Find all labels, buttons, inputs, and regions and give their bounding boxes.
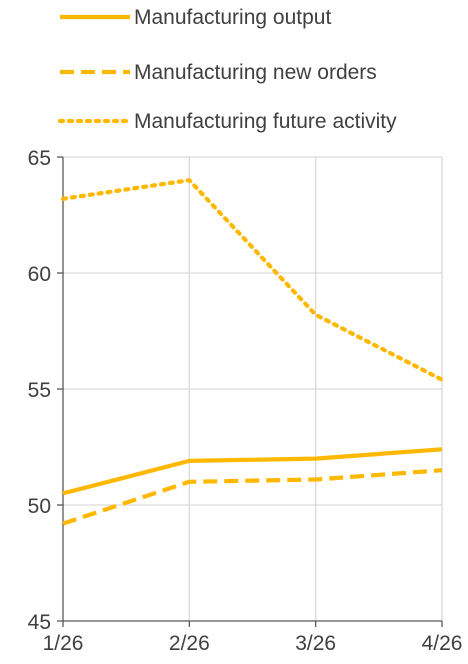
legend-label: Manufacturing output <box>134 6 331 29</box>
axes <box>57 156 443 627</box>
series-line-solid <box>62 447 443 496</box>
y-tick-label: 60 <box>28 263 51 286</box>
series-line-dashed <box>62 468 443 526</box>
tick-labels: 45 50 55 60 65 1/26 2/26 3/26 4/26 <box>28 147 463 655</box>
x-tick-label: 4/26 <box>422 632 463 655</box>
x-tick-label: 1/26 <box>43 632 84 655</box>
y-tick-label: 50 <box>28 495 51 518</box>
legend-label: Manufacturing new orders <box>134 61 377 84</box>
series-lines <box>60 178 445 526</box>
y-tick-label: 45 <box>28 611 51 634</box>
legend-label: Manufacturing future activity <box>134 110 397 133</box>
y-tick-label: 55 <box>28 379 51 402</box>
gridlines <box>63 156 443 621</box>
legend: Manufacturing output Manufacturing new or… <box>57 6 397 133</box>
series-line-dotted <box>60 178 445 382</box>
x-tick-label: 3/26 <box>295 632 336 655</box>
y-tick-label: 65 <box>28 147 51 170</box>
x-tick-label: 2/26 <box>169 632 210 655</box>
